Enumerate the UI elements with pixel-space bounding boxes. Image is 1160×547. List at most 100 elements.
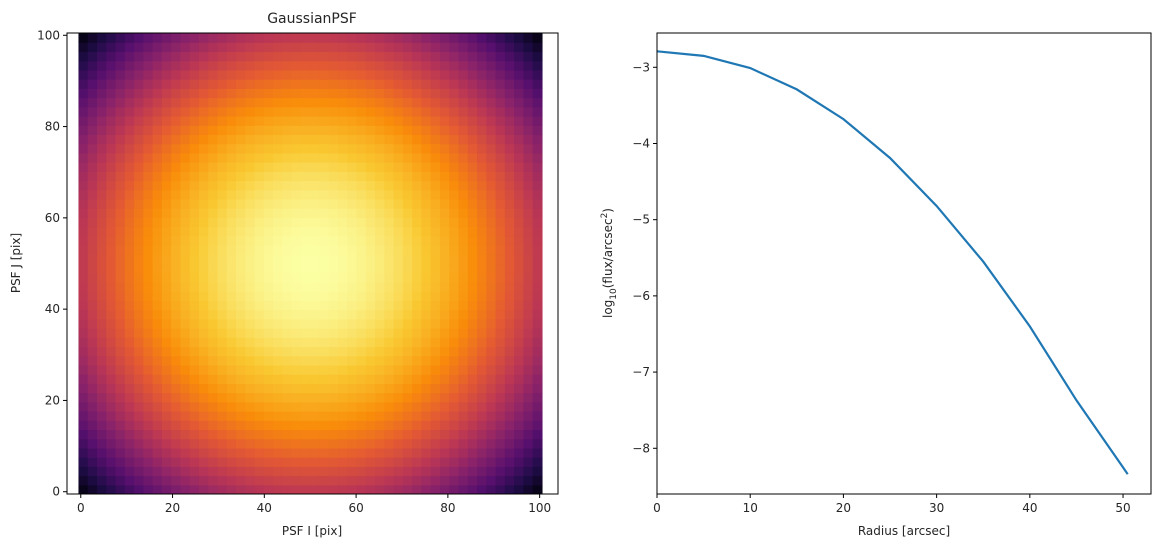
heatmap-cell	[226, 134, 237, 145]
heatmap-cell	[263, 208, 274, 218]
heatmap-cell	[189, 420, 200, 431]
heatmap-cell	[365, 328, 376, 338]
heatmap-cell	[310, 364, 321, 375]
profile-x-tick-label: 10	[743, 501, 758, 515]
heatmap-cell	[208, 411, 219, 421]
heatmap-cell	[134, 208, 144, 218]
heatmap-cell	[328, 88, 339, 99]
heatmap-cell	[87, 291, 98, 301]
heatmap-cell	[477, 355, 487, 366]
heatmap-cell	[338, 171, 348, 182]
heatmap-cell	[375, 33, 385, 43]
heatmap-cell	[458, 125, 469, 136]
heatmap-cell	[439, 143, 450, 154]
heatmap-cell	[161, 291, 172, 301]
heatmap-cell	[115, 97, 126, 108]
heatmap-cell	[495, 254, 506, 265]
heatmap-cell	[291, 272, 302, 283]
heatmap-cell	[328, 438, 339, 449]
heatmap-cell	[217, 60, 228, 71]
heatmap-cell	[115, 162, 126, 172]
heatmap-x-tick-label: 60	[348, 501, 363, 515]
heatmap-cell	[523, 291, 534, 301]
heatmap-cell	[393, 152, 404, 163]
heatmap-cell	[97, 281, 107, 292]
heatmap-cell	[523, 88, 534, 99]
heatmap-cell	[328, 79, 339, 89]
heatmap-cell	[291, 420, 302, 431]
heatmap-cell	[236, 115, 246, 126]
heatmap-cell	[310, 300, 321, 311]
heatmap-cell	[402, 134, 413, 145]
heatmap-cell	[402, 162, 413, 172]
heatmap-cell	[273, 328, 283, 338]
heatmap-cell	[87, 189, 98, 200]
heatmap-cell	[198, 208, 209, 218]
heatmap-cell	[393, 429, 404, 440]
heatmap-cell	[124, 189, 135, 200]
heatmap-cell	[161, 134, 172, 145]
heatmap-cell	[504, 355, 515, 366]
heatmap-cell	[208, 484, 219, 494]
heatmap-cell	[208, 115, 219, 126]
heatmap-cell	[449, 300, 460, 311]
heatmap-cell	[273, 254, 283, 265]
heatmap-cell	[347, 374, 358, 384]
heatmap-cell	[449, 328, 460, 338]
heatmap-cell	[365, 300, 376, 311]
heatmap-cell	[458, 346, 469, 357]
heatmap-cell	[365, 411, 376, 421]
heatmap-cell	[78, 198, 89, 209]
heatmap-cell	[365, 226, 376, 237]
heatmap-cell	[328, 318, 339, 329]
heatmap-cell	[263, 79, 274, 89]
heatmap-cell	[402, 401, 413, 412]
heatmap-cell	[402, 291, 413, 301]
heatmap-cell	[300, 97, 311, 108]
heatmap-cell	[87, 106, 98, 117]
heatmap-cell	[245, 180, 256, 191]
heatmap-cell	[236, 420, 246, 431]
heatmap-cell	[236, 235, 246, 246]
heatmap-cell	[384, 355, 395, 366]
heatmap-cell	[300, 235, 311, 246]
heatmap-cell	[254, 208, 265, 218]
heatmap-cell	[328, 208, 339, 218]
heatmap-cell	[514, 383, 524, 394]
heatmap-cell	[300, 447, 311, 458]
heatmap-cell	[291, 180, 302, 191]
heatmap-cell	[263, 484, 274, 494]
heatmap-cell	[514, 411, 524, 421]
heatmap-cell	[226, 125, 237, 136]
heatmap-cell	[171, 235, 182, 246]
heatmap-cell	[328, 420, 339, 431]
heatmap-cell	[226, 51, 237, 62]
heatmap-cell	[161, 152, 172, 163]
heatmap-cell	[171, 447, 182, 458]
heatmap-cell	[143, 411, 154, 421]
heatmap-cell	[189, 134, 200, 145]
heatmap-cell	[226, 152, 237, 163]
heatmap-cell	[384, 429, 395, 440]
heatmap-cell	[319, 337, 330, 348]
heatmap-cell	[161, 411, 172, 421]
heatmap-cell	[189, 484, 200, 494]
heatmap-cell	[291, 198, 302, 209]
heatmap-cell	[495, 291, 506, 301]
heatmap-cell	[356, 374, 367, 384]
heatmap-cell	[402, 447, 413, 458]
heatmap-cell	[152, 429, 163, 440]
heatmap-cell	[236, 401, 246, 412]
heatmap-cell	[87, 143, 98, 154]
heatmap-cell	[347, 235, 358, 246]
heatmap-cell	[486, 281, 497, 292]
heatmap-cell	[477, 254, 487, 265]
heatmap-cell	[300, 457, 311, 467]
heatmap-cell	[78, 355, 89, 366]
heatmap-cell	[495, 217, 506, 228]
heatmap-cell	[449, 337, 460, 348]
heatmap-cell	[421, 457, 432, 467]
heatmap-cell	[208, 281, 219, 292]
heatmap-cell	[143, 291, 154, 301]
heatmap-cell	[87, 134, 98, 145]
